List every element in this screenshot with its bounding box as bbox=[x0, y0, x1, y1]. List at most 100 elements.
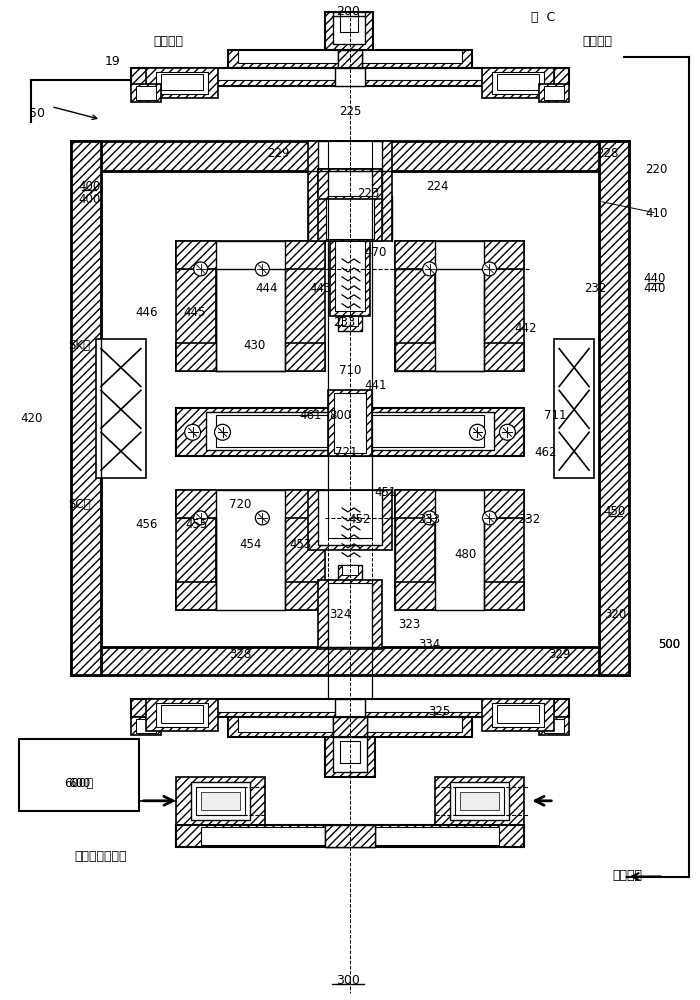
Bar bbox=[539, 717, 569, 735]
Bar bbox=[71, 141, 629, 171]
Text: 480: 480 bbox=[454, 548, 477, 561]
Text: 450: 450 bbox=[604, 505, 626, 518]
Bar bbox=[176, 490, 216, 610]
Bar bbox=[326, 171, 374, 239]
Bar bbox=[176, 241, 325, 269]
Text: 440: 440 bbox=[643, 282, 666, 295]
Bar bbox=[333, 12, 365, 44]
Circle shape bbox=[214, 424, 230, 440]
Text: 400: 400 bbox=[78, 180, 100, 193]
Text: 721: 721 bbox=[335, 446, 357, 459]
Bar bbox=[435, 241, 484, 371]
Text: 500: 500 bbox=[658, 638, 680, 651]
Bar bbox=[96, 339, 146, 478]
Bar bbox=[498, 705, 539, 723]
Bar bbox=[176, 241, 216, 371]
Bar bbox=[176, 343, 325, 371]
Text: 453: 453 bbox=[289, 538, 312, 551]
Text: 451: 451 bbox=[374, 486, 397, 499]
Text: 233: 233 bbox=[333, 316, 355, 329]
Text: 329: 329 bbox=[548, 648, 570, 661]
Text: 228: 228 bbox=[596, 147, 618, 160]
Text: 低压燃料: 低压燃料 bbox=[582, 35, 612, 48]
Bar bbox=[435, 777, 524, 825]
Text: 19: 19 bbox=[105, 55, 121, 68]
Bar bbox=[333, 737, 367, 772]
Bar bbox=[216, 241, 286, 371]
Bar bbox=[216, 415, 484, 447]
Bar bbox=[498, 74, 539, 90]
Bar bbox=[330, 241, 370, 316]
Bar bbox=[395, 490, 435, 610]
Circle shape bbox=[482, 511, 496, 525]
Bar bbox=[395, 241, 524, 269]
Text: 470: 470 bbox=[365, 246, 387, 259]
Bar bbox=[539, 84, 569, 102]
Text: 441: 441 bbox=[365, 379, 387, 392]
Text: 223: 223 bbox=[357, 187, 379, 200]
Bar bbox=[136, 86, 156, 100]
Text: 456: 456 bbox=[136, 518, 158, 531]
Text: 420: 420 bbox=[20, 412, 43, 425]
Bar bbox=[286, 241, 325, 371]
Bar bbox=[492, 72, 544, 94]
Circle shape bbox=[470, 424, 486, 440]
Bar bbox=[328, 390, 372, 456]
Bar bbox=[338, 50, 362, 68]
Bar bbox=[156, 72, 208, 94]
Bar bbox=[484, 490, 524, 610]
Bar bbox=[338, 316, 362, 331]
Bar bbox=[131, 84, 161, 102]
Circle shape bbox=[423, 511, 437, 525]
Bar bbox=[161, 74, 202, 90]
Bar bbox=[318, 141, 382, 231]
Circle shape bbox=[194, 262, 208, 276]
Bar bbox=[146, 699, 218, 731]
Bar bbox=[146, 699, 554, 712]
Text: 442: 442 bbox=[514, 322, 537, 335]
Bar bbox=[286, 490, 325, 610]
Bar bbox=[228, 717, 472, 737]
Bar bbox=[333, 717, 367, 737]
Bar bbox=[335, 699, 365, 717]
Text: 454: 454 bbox=[239, 538, 262, 551]
Bar bbox=[334, 393, 366, 453]
Bar bbox=[136, 719, 156, 733]
Bar bbox=[318, 580, 382, 649]
Text: 323: 323 bbox=[398, 618, 421, 631]
Text: 325: 325 bbox=[428, 705, 451, 718]
Text: 600: 600 bbox=[68, 777, 90, 790]
Bar bbox=[333, 717, 367, 737]
Bar bbox=[338, 50, 362, 68]
Text: 320: 320 bbox=[604, 608, 626, 621]
Text: 500: 500 bbox=[658, 638, 680, 651]
Bar bbox=[544, 86, 564, 100]
Text: 328: 328 bbox=[230, 648, 251, 661]
Text: 50: 50 bbox=[29, 107, 46, 120]
Bar bbox=[395, 241, 435, 371]
Bar bbox=[328, 490, 372, 538]
Bar bbox=[435, 490, 484, 610]
Text: 高压燃料: 高压燃料 bbox=[154, 35, 183, 48]
Text: SK～: SK～ bbox=[68, 339, 90, 352]
Bar bbox=[449, 782, 510, 820]
Bar bbox=[554, 339, 594, 478]
Bar bbox=[318, 169, 382, 199]
Circle shape bbox=[194, 511, 208, 525]
Bar bbox=[228, 50, 472, 68]
Bar bbox=[195, 787, 246, 815]
Text: 720: 720 bbox=[229, 498, 251, 511]
Bar bbox=[342, 565, 358, 575]
Circle shape bbox=[185, 424, 201, 440]
Bar bbox=[216, 490, 286, 610]
Text: 332: 332 bbox=[518, 513, 540, 526]
Bar bbox=[454, 787, 505, 815]
Bar bbox=[325, 12, 373, 50]
Bar bbox=[599, 141, 629, 675]
Bar bbox=[325, 825, 375, 847]
Bar bbox=[482, 68, 554, 98]
Bar bbox=[176, 582, 325, 610]
Bar bbox=[201, 792, 240, 810]
Text: 229: 229 bbox=[267, 147, 290, 160]
Bar bbox=[131, 717, 161, 735]
